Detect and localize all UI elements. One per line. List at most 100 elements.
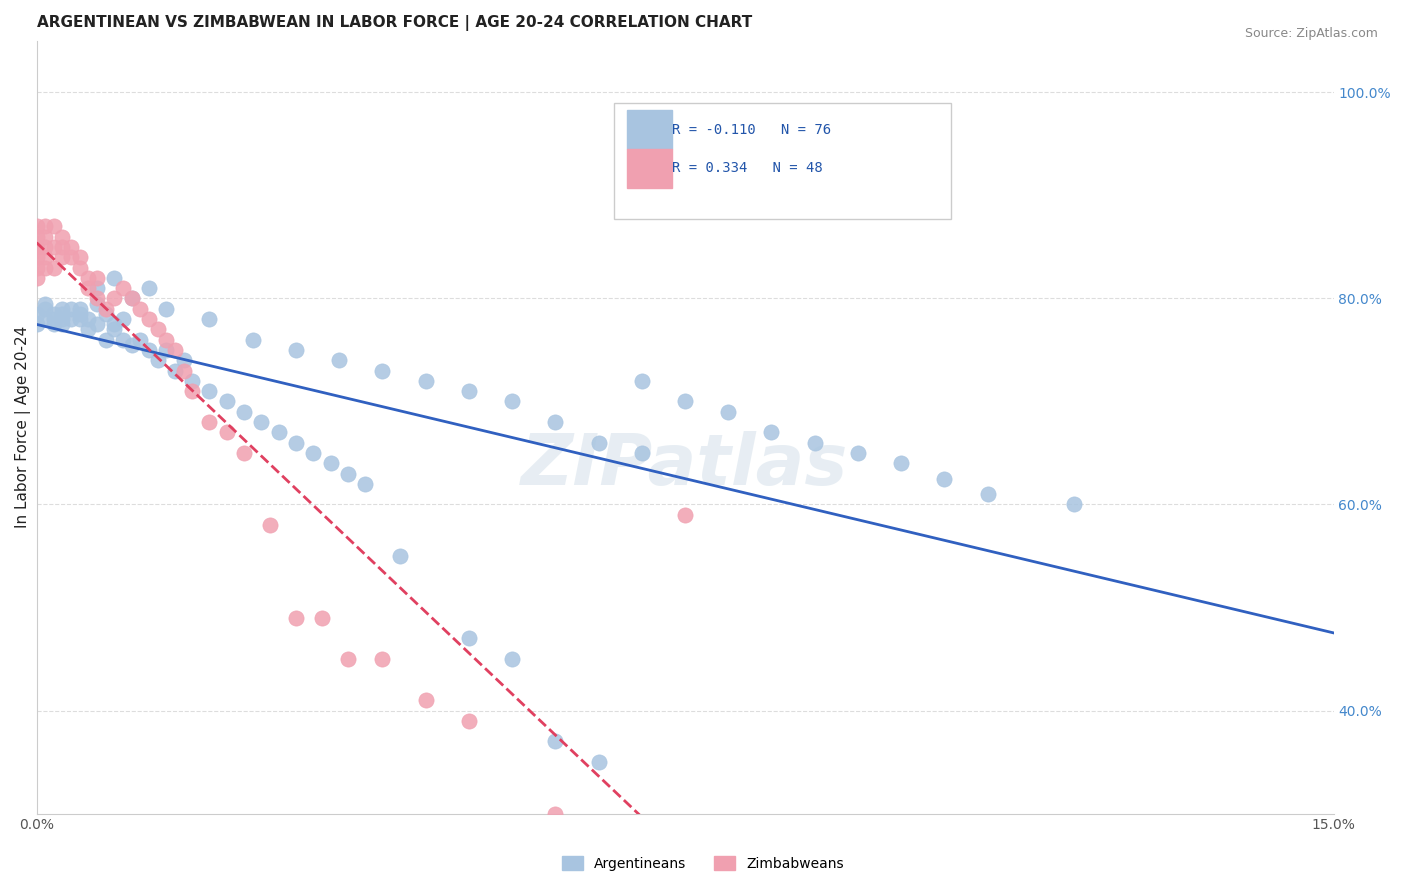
Point bbox=[415, 693, 437, 707]
Point bbox=[630, 446, 652, 460]
Point bbox=[976, 487, 998, 501]
Point bbox=[51, 312, 73, 326]
Point bbox=[198, 384, 221, 399]
Point bbox=[198, 312, 221, 326]
Point bbox=[146, 322, 169, 336]
Point bbox=[138, 343, 160, 357]
Point bbox=[388, 549, 411, 563]
Point bbox=[51, 229, 73, 244]
Point bbox=[588, 435, 610, 450]
Point bbox=[25, 219, 48, 234]
Point bbox=[259, 518, 281, 533]
FancyBboxPatch shape bbox=[627, 111, 672, 149]
Point bbox=[111, 333, 134, 347]
Point bbox=[155, 343, 177, 357]
Point bbox=[284, 611, 307, 625]
Point bbox=[60, 250, 83, 264]
Point bbox=[34, 229, 56, 244]
Point bbox=[77, 312, 100, 326]
Point bbox=[155, 301, 177, 316]
Point bbox=[34, 312, 56, 326]
Point bbox=[336, 467, 359, 481]
Point bbox=[86, 292, 108, 306]
Point bbox=[51, 307, 73, 321]
Point bbox=[60, 301, 83, 316]
Point bbox=[42, 317, 65, 331]
Point bbox=[267, 425, 290, 440]
Point bbox=[717, 405, 740, 419]
Point bbox=[25, 240, 48, 254]
Point bbox=[111, 312, 134, 326]
Point bbox=[42, 312, 65, 326]
Text: ZIPatlas: ZIPatlas bbox=[522, 432, 849, 500]
Point bbox=[673, 394, 696, 409]
Point bbox=[846, 446, 869, 460]
Point bbox=[215, 394, 238, 409]
Point bbox=[25, 250, 48, 264]
Point bbox=[181, 384, 204, 399]
Point bbox=[155, 333, 177, 347]
Point bbox=[181, 374, 204, 388]
Point bbox=[415, 374, 437, 388]
Point bbox=[173, 353, 195, 368]
Point bbox=[354, 476, 377, 491]
Point bbox=[94, 301, 117, 316]
Text: Source: ZipAtlas.com: Source: ZipAtlas.com bbox=[1244, 27, 1378, 40]
Point bbox=[69, 250, 91, 264]
Point bbox=[34, 240, 56, 254]
Point bbox=[69, 301, 91, 316]
FancyBboxPatch shape bbox=[613, 103, 950, 219]
Point bbox=[42, 240, 65, 254]
Point bbox=[284, 343, 307, 357]
Point bbox=[94, 307, 117, 321]
Point bbox=[121, 292, 143, 306]
Point bbox=[86, 317, 108, 331]
Point bbox=[60, 312, 83, 326]
Point bbox=[934, 472, 956, 486]
Point bbox=[25, 307, 48, 321]
Point bbox=[42, 307, 65, 321]
Point bbox=[34, 219, 56, 234]
Point bbox=[129, 301, 152, 316]
Point bbox=[69, 312, 91, 326]
Point bbox=[25, 270, 48, 285]
Point bbox=[51, 317, 73, 331]
Point bbox=[34, 260, 56, 275]
Point bbox=[457, 384, 479, 399]
Point bbox=[588, 755, 610, 769]
Point bbox=[302, 446, 325, 460]
Point bbox=[501, 394, 523, 409]
Point bbox=[544, 415, 567, 429]
Point bbox=[328, 353, 350, 368]
Point bbox=[86, 281, 108, 295]
Point bbox=[69, 307, 91, 321]
Point bbox=[761, 425, 783, 440]
Text: ARGENTINEAN VS ZIMBABWEAN IN LABOR FORCE | AGE 20-24 CORRELATION CHART: ARGENTINEAN VS ZIMBABWEAN IN LABOR FORCE… bbox=[37, 15, 752, 31]
Point bbox=[242, 333, 264, 347]
Point bbox=[336, 652, 359, 666]
Point bbox=[103, 317, 125, 331]
Point bbox=[77, 270, 100, 285]
Point bbox=[544, 734, 567, 748]
Point bbox=[457, 714, 479, 728]
Point bbox=[25, 317, 48, 331]
Point bbox=[121, 338, 143, 352]
Point bbox=[673, 508, 696, 522]
Point bbox=[311, 611, 333, 625]
Point bbox=[371, 363, 394, 377]
FancyBboxPatch shape bbox=[627, 149, 672, 187]
Point bbox=[138, 281, 160, 295]
Point bbox=[163, 363, 186, 377]
Point bbox=[51, 301, 73, 316]
Point bbox=[111, 281, 134, 295]
Point bbox=[890, 456, 912, 470]
Point bbox=[319, 456, 342, 470]
Point bbox=[77, 322, 100, 336]
Point bbox=[215, 425, 238, 440]
Point bbox=[103, 270, 125, 285]
Point bbox=[630, 374, 652, 388]
Point bbox=[544, 806, 567, 821]
Point bbox=[233, 405, 256, 419]
Point bbox=[34, 301, 56, 316]
Point bbox=[69, 260, 91, 275]
